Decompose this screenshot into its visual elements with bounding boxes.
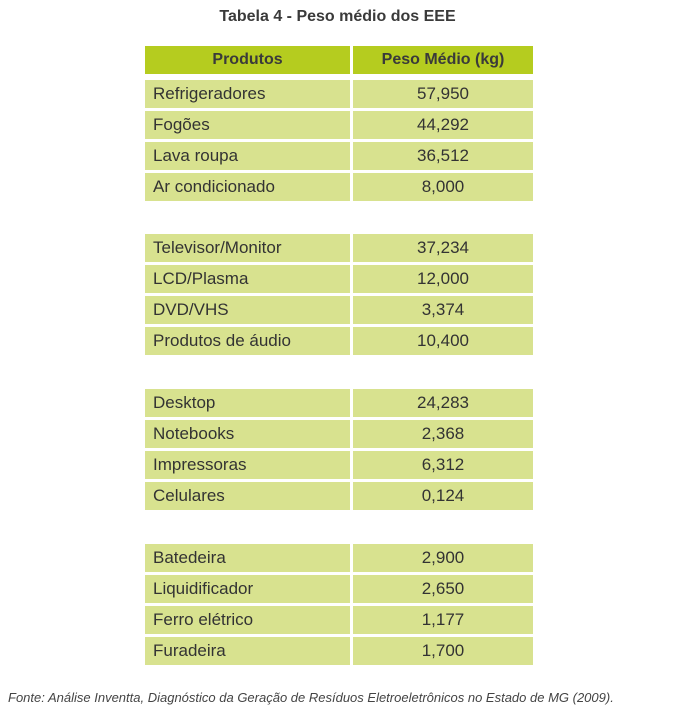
table-row: Ferro elétrico 1,177: [145, 606, 533, 634]
header-row: Produtos Peso Médio (kg): [145, 46, 533, 74]
table-group-3: Desktop 24,283 Notebooks 2,368 Impressor…: [145, 389, 533, 513]
weight-cell: 2,650: [353, 575, 533, 603]
table-group-2: Televisor/Monitor 37,234 LCD/Plasma 12,0…: [145, 234, 533, 358]
weight-cell: 10,400: [353, 327, 533, 355]
product-cell: Celulares: [145, 482, 350, 510]
table-row: Lava roupa 36,512: [145, 142, 533, 170]
table-row: Fogões 44,292: [145, 111, 533, 139]
weight-cell: 37,234: [353, 234, 533, 262]
product-cell: Produtos de áudio: [145, 327, 350, 355]
weight-cell: 0,124: [353, 482, 533, 510]
weight-cell: 6,312: [353, 451, 533, 479]
product-cell: DVD/VHS: [145, 296, 350, 324]
product-cell: Impressoras: [145, 451, 350, 479]
table-row: Desktop 24,283: [145, 389, 533, 417]
product-cell: Batedeira: [145, 544, 350, 572]
product-cell: Liquidificador: [145, 575, 350, 603]
weight-cell: 3,374: [353, 296, 533, 324]
product-cell: Lava roupa: [145, 142, 350, 170]
column-header-weight: Peso Médio (kg): [353, 46, 533, 74]
table-row: Ar condicionado 8,000: [145, 173, 533, 201]
table-row: Batedeira 2,900: [145, 544, 533, 572]
table-row: Notebooks 2,368: [145, 420, 533, 448]
table-row: Liquidificador 2,650: [145, 575, 533, 603]
table-group-1: Refrigeradores 57,950 Fogões 44,292 Lava…: [145, 80, 533, 204]
table-row: Impressoras 6,312: [145, 451, 533, 479]
product-cell: Ferro elétrico: [145, 606, 350, 634]
product-cell: Furadeira: [145, 637, 350, 665]
weight-cell: 2,900: [353, 544, 533, 572]
product-cell: LCD/Plasma: [145, 265, 350, 293]
table-header: Produtos Peso Médio (kg): [145, 46, 533, 77]
weight-cell: 2,368: [353, 420, 533, 448]
product-cell: Ar condicionado: [145, 173, 350, 201]
weight-cell: 8,000: [353, 173, 533, 201]
product-cell: Fogões: [145, 111, 350, 139]
table-row: Produtos de áudio 10,400: [145, 327, 533, 355]
table-row: Refrigeradores 57,950: [145, 80, 533, 108]
weight-cell: 57,950: [353, 80, 533, 108]
product-cell: Notebooks: [145, 420, 350, 448]
product-cell: Televisor/Monitor: [145, 234, 350, 262]
weight-cell: 44,292: [353, 111, 533, 139]
product-cell: Desktop: [145, 389, 350, 417]
table-row: DVD/VHS 3,374: [145, 296, 533, 324]
weight-cell: 1,177: [353, 606, 533, 634]
table-row: Celulares 0,124: [145, 482, 533, 510]
weight-cell: 12,000: [353, 265, 533, 293]
weight-cell: 24,283: [353, 389, 533, 417]
weight-cell: 36,512: [353, 142, 533, 170]
product-cell: Refrigeradores: [145, 80, 350, 108]
table-row: Televisor/Monitor 37,234: [145, 234, 533, 262]
table-row: LCD/Plasma 12,000: [145, 265, 533, 293]
source-note: Fonte: Análise Inventta, Diagnóstico da …: [8, 690, 614, 705]
table-row: Furadeira 1,700: [145, 637, 533, 665]
weight-cell: 1,700: [353, 637, 533, 665]
table-group-4: Batedeira 2,900 Liquidificador 2,650 Fer…: [145, 544, 533, 668]
table-title: Tabela 4 - Peso médio dos EEE: [219, 8, 456, 25]
column-header-products: Produtos: [145, 46, 350, 74]
